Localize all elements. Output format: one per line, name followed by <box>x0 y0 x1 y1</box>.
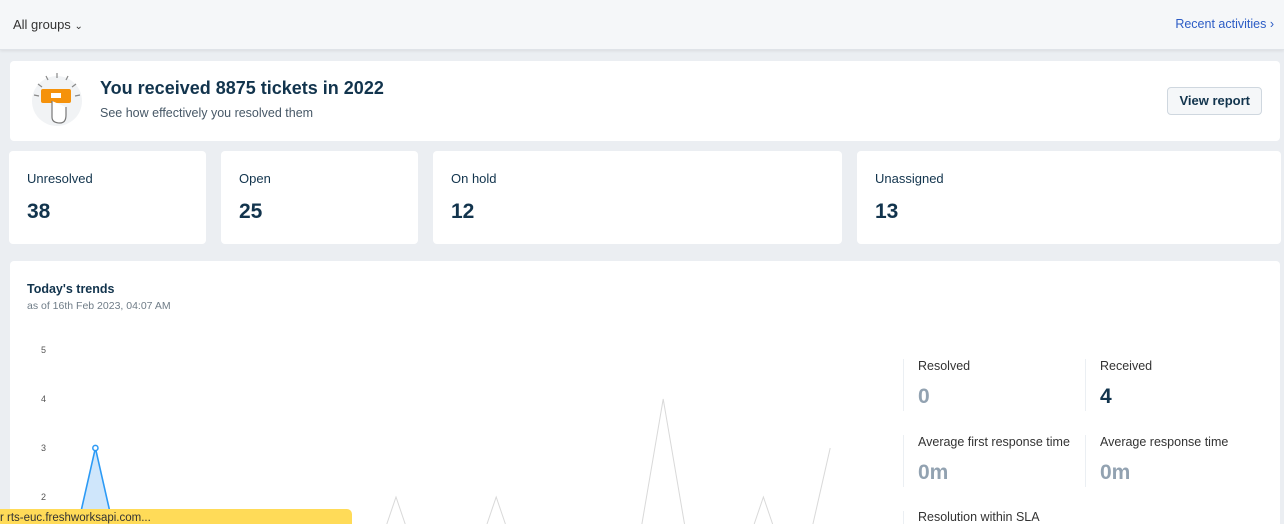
top-bar: All groups ⌄ Recent activities › <box>0 0 1284 50</box>
comparison-line <box>486 495 506 524</box>
metric-label: Average first response time <box>918 435 1070 449</box>
comparison-line <box>641 398 685 524</box>
stat-value: 25 <box>239 200 263 223</box>
metric-resolved: Resolved 0 <box>903 359 1083 411</box>
y-tick-label: 2 <box>41 492 46 502</box>
group-filter-dropdown[interactable]: All groups ⌄ <box>13 17 83 32</box>
metric-value: 0 <box>918 385 930 408</box>
metric-avg-response: Average response time 0m <box>1085 435 1265 487</box>
comparison-line <box>812 447 831 524</box>
stat-unresolved[interactable]: Unresolved 38 <box>9 151 206 244</box>
stat-value: 13 <box>875 200 899 223</box>
stat-open[interactable]: Open 25 <box>221 151 418 244</box>
banner-subtitle: See how effectively you resolved them <box>100 106 314 120</box>
metric-avg-first-response: Average first response time 0m <box>903 435 1083 487</box>
stat-value: 12 <box>451 200 475 223</box>
browser-status-bar: r rts-euc.freshworksapi.com... <box>0 509 352 524</box>
trends-title: Today's trends <box>27 282 115 296</box>
data-point[interactable] <box>92 444 99 452</box>
ticket-hand-icon <box>32 73 82 126</box>
trends-chart: 2 3 4 5 <box>41 345 831 524</box>
metric-value: 0m <box>918 461 949 484</box>
metric-label: Received <box>1100 359 1153 373</box>
chevron-down-icon: ⌄ <box>74 21 83 32</box>
stat-label: Unresolved <box>27 171 93 186</box>
metric-value: 4 <box>1100 385 1112 408</box>
stat-on-hold[interactable]: On hold 12 <box>433 151 842 244</box>
todays-trends-panel: Today's trends as of 16th Feb 2023, 04:0… <box>10 261 1280 524</box>
group-filter-label: All groups <box>13 17 71 32</box>
stat-label: Open <box>239 171 271 186</box>
metric-label: Average response time <box>1100 435 1229 449</box>
comparison-line <box>386 495 406 524</box>
y-tick-label: 3 <box>41 443 46 453</box>
view-report-button[interactable]: View report <box>1167 87 1262 115</box>
stat-label: On hold <box>451 171 497 186</box>
metric-received: Received 4 <box>1085 359 1265 411</box>
stat-value: 38 <box>27 200 51 223</box>
chevron-right-icon: › <box>1269 17 1274 31</box>
stat-label: Unassigned <box>875 171 944 186</box>
y-tick-label: 5 <box>41 345 46 355</box>
yearly-summary-banner: You received 8875 tickets in 2022 See ho… <box>10 61 1280 141</box>
recent-activities-label: Recent activities <box>1175 17 1267 31</box>
metric-label: Resolution within SLA <box>918 510 1040 524</box>
metric-value: 0m <box>1100 461 1131 484</box>
comparison-line <box>753 495 774 524</box>
metric-label: Resolved <box>918 359 971 373</box>
y-tick-label: 4 <box>41 394 46 404</box>
metric-resolution-sla: Resolution within SLA <box>903 511 1083 524</box>
trends-timestamp: as of 16th Feb 2023, 04:07 AM <box>27 300 171 312</box>
stat-unassigned[interactable]: Unassigned 13 <box>857 151 1281 244</box>
banner-title: You received 8875 tickets in 2022 <box>100 78 384 98</box>
recent-activities-link[interactable]: Recent activities › <box>1175 17 1274 31</box>
today-area <box>78 448 113 524</box>
